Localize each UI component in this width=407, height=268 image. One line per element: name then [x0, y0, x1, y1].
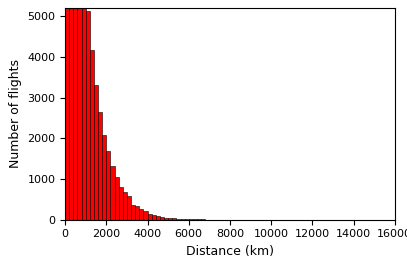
Bar: [77, 0, 81, 220]
Bar: [189, 219, 193, 220]
Bar: [110, 166, 115, 220]
Bar: [156, 216, 160, 220]
Bar: [139, 209, 143, 220]
Bar: [176, 219, 181, 220]
Bar: [172, 218, 176, 220]
Bar: [201, 219, 205, 220]
Bar: [193, 219, 197, 220]
Bar: [69, 0, 73, 220]
Bar: [152, 215, 156, 220]
Bar: [98, 112, 102, 220]
Bar: [94, 85, 98, 220]
Bar: [90, 50, 94, 220]
Bar: [102, 135, 106, 220]
Y-axis label: Number of flights: Number of flights: [9, 59, 22, 168]
Bar: [135, 206, 139, 220]
Bar: [147, 214, 152, 220]
Bar: [197, 219, 201, 220]
Bar: [131, 205, 135, 220]
Bar: [168, 218, 172, 220]
X-axis label: Distance (km): Distance (km): [186, 245, 274, 258]
Bar: [123, 192, 127, 220]
Bar: [160, 217, 164, 220]
Bar: [164, 218, 168, 220]
Bar: [73, 0, 77, 220]
Bar: [127, 196, 131, 220]
Bar: [185, 219, 189, 220]
Bar: [106, 151, 110, 220]
Bar: [115, 177, 119, 220]
Bar: [65, 0, 69, 220]
Bar: [119, 187, 123, 220]
Bar: [86, 10, 90, 220]
Bar: [181, 219, 185, 220]
Bar: [143, 211, 148, 220]
Bar: [81, 0, 86, 220]
